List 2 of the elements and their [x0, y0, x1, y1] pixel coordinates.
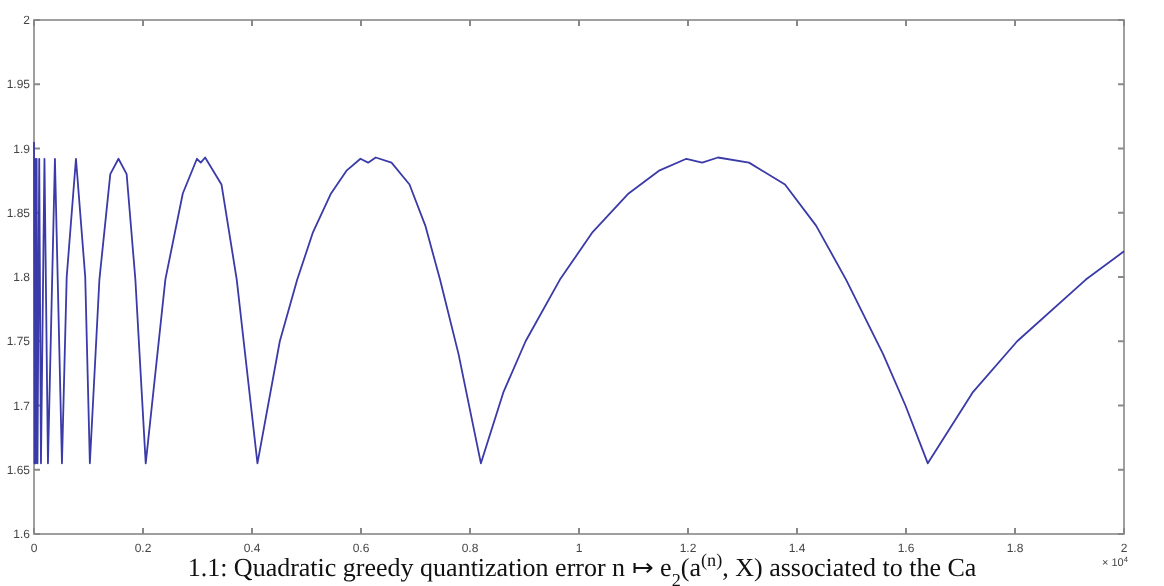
- text: 1.1: Quadratic greedy quantization error n ↦ e$_{2}$(a$^{(n)}$, X) associated to the Ca: [187, 550, 977, 586]
- line-series: [33, 141, 1125, 465]
